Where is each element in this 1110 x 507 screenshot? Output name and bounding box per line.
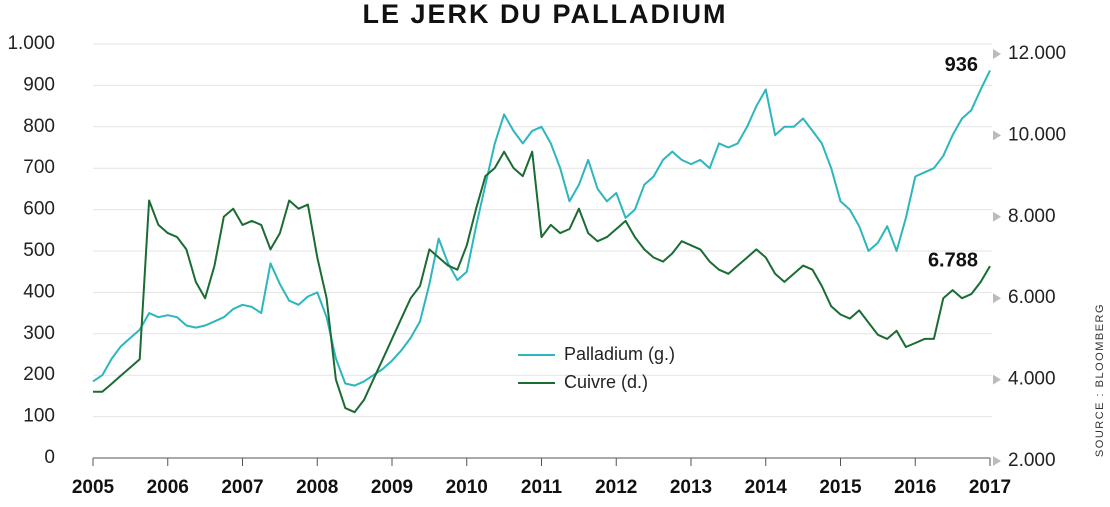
- y-tick-label: 700: [23, 157, 55, 178]
- y-tick-label: 400: [23, 281, 55, 302]
- legend-label: Cuivre (d.): [564, 372, 648, 392]
- y-tick-label: 600: [23, 199, 55, 220]
- x-tick-label: 2009: [371, 477, 413, 498]
- y-tick-label: 800: [23, 116, 55, 137]
- y2-tick-label: 8.000: [1008, 206, 1056, 227]
- data-line: [92, 70, 991, 387]
- y-tick-label: 200: [23, 364, 55, 385]
- value-label: 936: [945, 54, 978, 76]
- legend-label: Palladium (g.): [564, 344, 675, 364]
- y-tick-label: 300: [23, 323, 55, 344]
- y2-tick-mark: [993, 130, 1001, 141]
- y2-tick-mark: [993, 456, 1001, 466]
- y2-tick-label: 12.000: [1008, 43, 1066, 64]
- x-tick-label: 2010: [446, 477, 488, 498]
- x-tick-label: 2008: [296, 477, 338, 498]
- x-tick-label: 2016: [894, 477, 936, 498]
- y2-tick-label: 2.000: [1008, 450, 1056, 471]
- y-tick-label: 0: [44, 447, 55, 468]
- x-tick-label: 2013: [670, 477, 712, 498]
- x-tick-label: 2012: [595, 477, 637, 498]
- x-tick-label: 2015: [819, 477, 862, 498]
- x-tick-label: 2011: [521, 477, 563, 498]
- x-tick-label: 2017: [969, 477, 1011, 498]
- source-note: SOURCE : BLOOMBERG: [1094, 303, 1106, 457]
- y-tick-label: 500: [23, 240, 55, 261]
- y-tick-label: 1.000: [7, 33, 55, 54]
- y2-tick-label: 4.000: [1008, 369, 1056, 390]
- x-tick-label: 2006: [147, 477, 189, 498]
- y2-tick-mark: [993, 293, 1001, 304]
- y2-tick-mark: [993, 211, 1001, 222]
- x-tick-label: 2005: [72, 477, 115, 498]
- x-tick-label: 2014: [745, 477, 788, 498]
- y2-tick-label: 10.000: [1008, 124, 1066, 145]
- data-line: [93, 150, 991, 414]
- y2-tick-label: 6.000: [1008, 287, 1056, 308]
- y-tick-label: 100: [23, 406, 55, 427]
- y-tick-label: 900: [23, 74, 55, 95]
- chart-title: LE JERK DU PALLADIUM: [362, 0, 727, 29]
- y2-tick-mark: [993, 49, 1001, 59]
- x-tick-label: 2007: [221, 477, 263, 498]
- value-label: 6.788: [928, 249, 978, 271]
- y2-tick-mark: [993, 374, 1001, 385]
